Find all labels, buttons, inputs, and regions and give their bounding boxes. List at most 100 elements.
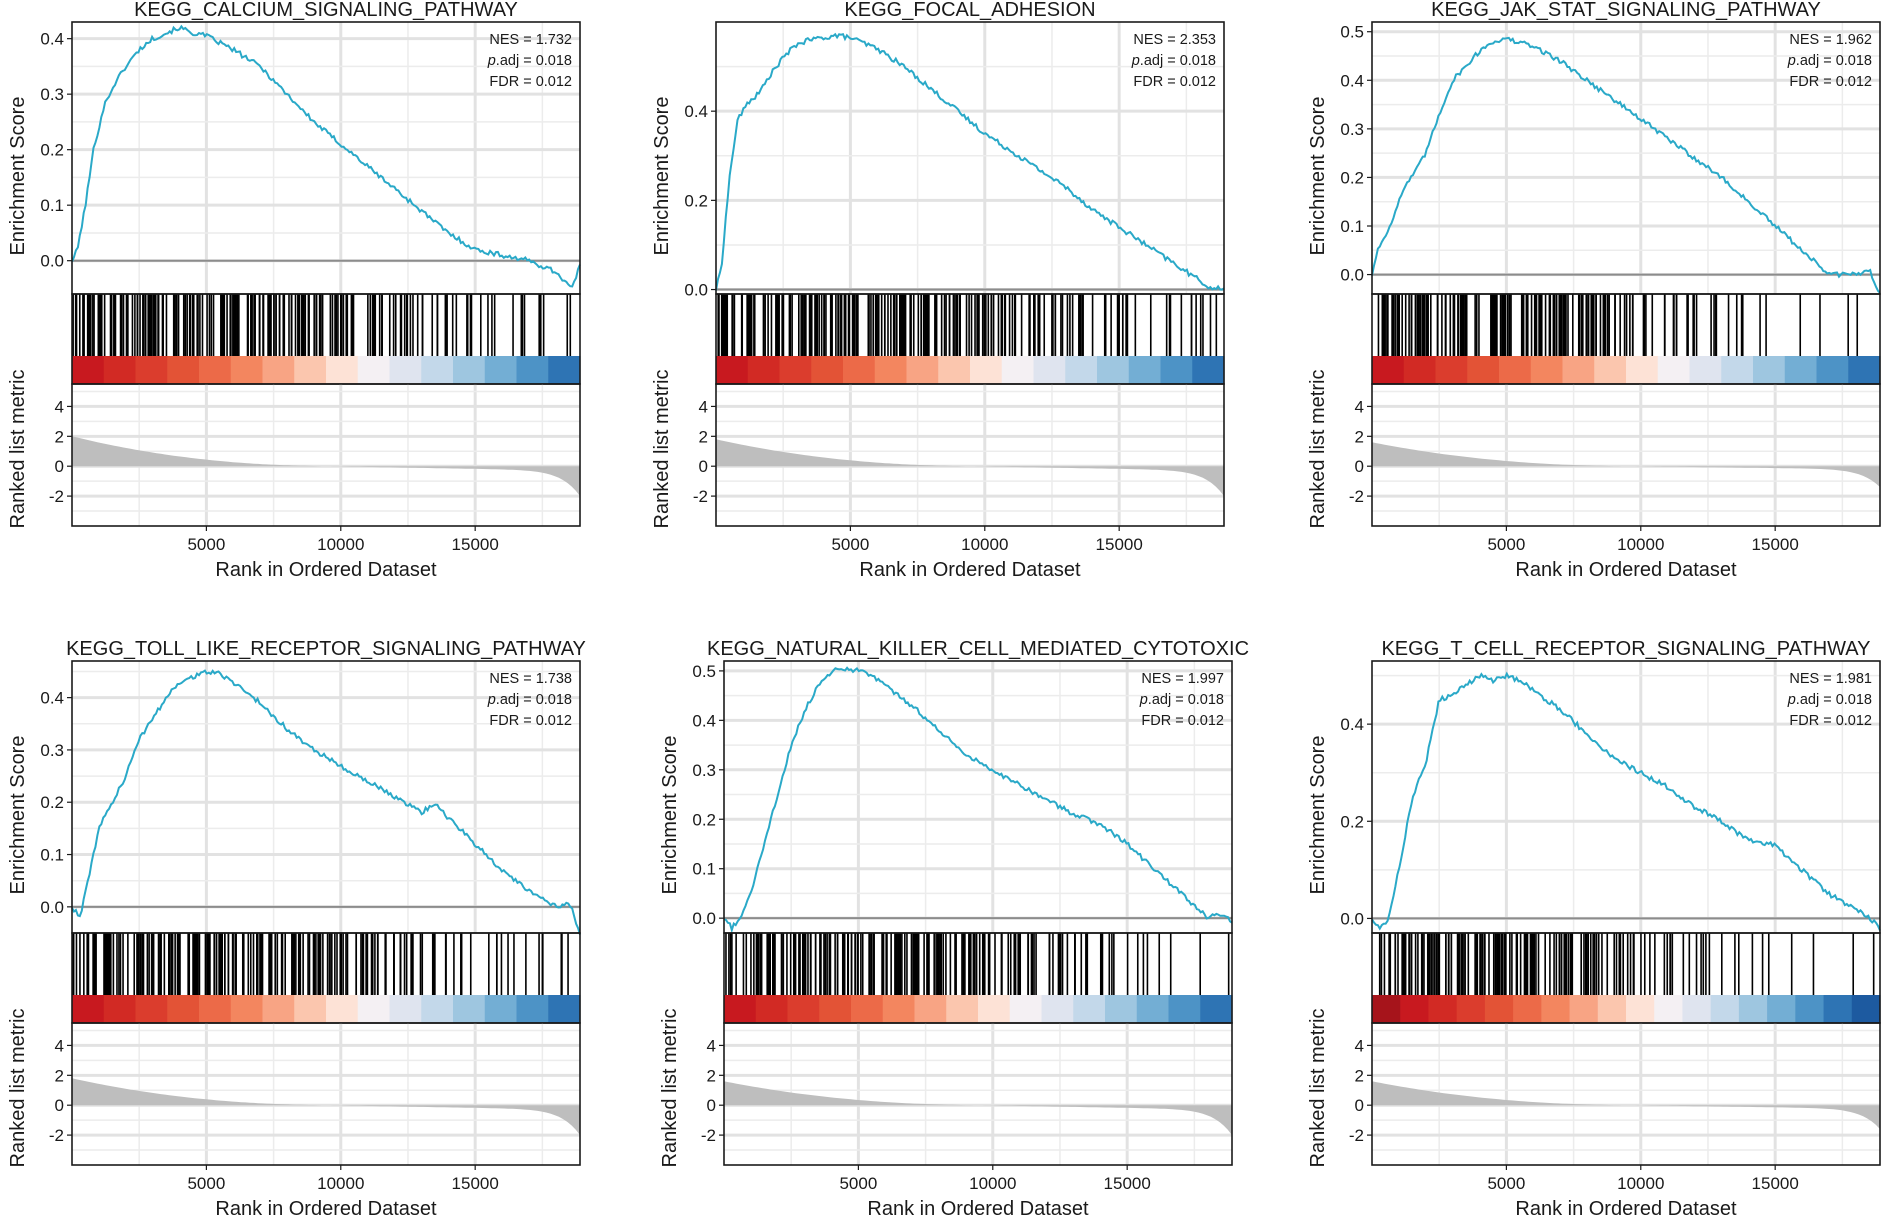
ranked-metric-area: [72, 436, 580, 497]
padj-stat: p.adj = 0.018: [1131, 53, 1216, 69]
es-ytick-label: 0.2: [40, 793, 64, 812]
rank-color-band: [421, 995, 454, 1023]
xtick-label: 15000: [452, 1174, 499, 1193]
nes-stat: NES = 1.981: [1789, 671, 1872, 687]
rank-color-band: [1823, 995, 1853, 1023]
padj-italic-label: p: [487, 53, 496, 69]
rank-color-band: [978, 995, 1011, 1023]
metric-ytick-label: 0: [1355, 1096, 1364, 1115]
padj-value: .adj = 0.018: [1140, 53, 1216, 69]
fdr-stat: FDR = 0.012: [489, 713, 572, 729]
rank-color-band: [548, 356, 581, 384]
rank-color-band: [1001, 356, 1035, 384]
padj-stat: p.adj = 0.018: [487, 692, 572, 708]
xtick-label: 15000: [1752, 535, 1799, 554]
rank-color-band: [1689, 356, 1722, 384]
xtick-label: 5000: [1487, 535, 1525, 554]
padj-value: .adj = 0.018: [1796, 53, 1872, 69]
es-ytick-label: 0.3: [40, 85, 64, 104]
nes-stat: NES = 1.962: [1789, 32, 1872, 48]
rank-color-band: [1721, 356, 1754, 384]
enrichment-score-curve: [715, 32, 1225, 291]
rank-color-band: [135, 995, 168, 1023]
metric-ytick-label: 0: [699, 457, 708, 476]
metric-ytick-label: 2: [707, 1066, 716, 1085]
padj-italic-label: p: [1787, 692, 1796, 708]
metric-ytick-label: -2: [701, 1126, 716, 1145]
fdr-stat: FDR = 0.012: [1789, 74, 1872, 90]
rank-color-band: [199, 356, 232, 384]
xtick-label: 10000: [1617, 535, 1664, 554]
rank-color-band: [716, 356, 749, 384]
es-ytick-label: 0.2: [40, 141, 64, 160]
rank-color-band: [1626, 356, 1659, 384]
metric-ytick-label: 4: [1355, 397, 1364, 416]
rank-color-band: [843, 356, 876, 384]
rank-color-band: [811, 356, 844, 384]
xtick-label: 15000: [1104, 1174, 1151, 1193]
rank-color-band: [1562, 356, 1595, 384]
metric-grid: [1372, 1023, 1880, 1165]
es-ytick-label: 0.4: [1340, 715, 1364, 734]
rank-color-band: [1530, 356, 1564, 384]
es-ylabel: Enrichment Score: [1307, 97, 1329, 256]
gsea-panel-5: KEGG_NATURAL_KILLER_CELL_MEDIATED_CYTOTO…: [659, 638, 1249, 1220]
enrichment-score-curve: [723, 666, 1233, 934]
es-ytick-label: 0.1: [692, 860, 716, 879]
rank-color-band: [747, 356, 781, 384]
enrichment-score-curve: [1371, 671, 1881, 931]
rank-color-band: [484, 995, 518, 1023]
metric-ytick-label: 0: [707, 1096, 716, 1115]
rank-color-band: [1851, 995, 1881, 1023]
rank-color-band: [914, 995, 947, 1023]
es-ylabel: Enrichment Score: [659, 736, 681, 895]
metric-ylabel: Ranked list metric: [659, 1009, 681, 1168]
padj-value: .adj = 0.018: [1148, 692, 1224, 708]
rank-color-band: [1597, 995, 1627, 1023]
metric-grid: [72, 1023, 580, 1165]
es-ytick-label: 0.5: [692, 662, 716, 681]
rank-color-band: [1541, 995, 1571, 1023]
xlabel: Rank in Ordered Dataset: [215, 1198, 437, 1220]
xtick-label: 15000: [1752, 1174, 1799, 1193]
xtick-label: 5000: [187, 535, 225, 554]
xlabel: Rank in Ordered Dataset: [215, 559, 437, 581]
nes-stat: NES = 1.732: [489, 32, 572, 48]
es-ytick-label: 0.4: [1340, 71, 1364, 90]
padj-italic-label: p: [1139, 692, 1148, 708]
rank-color-band: [1456, 995, 1486, 1023]
rank-color-band: [1160, 356, 1193, 384]
fdr-stat: FDR = 0.012: [1133, 74, 1216, 90]
rank-color-band: [516, 995, 549, 1023]
metric-ytick-label: 4: [707, 1036, 716, 1055]
rank-color-band: [1033, 356, 1066, 384]
rank-color-band: [1816, 356, 1849, 384]
rank-color-band: [421, 356, 454, 384]
panel-title: KEGG_FOCAL_ADHESION: [844, 0, 1095, 21]
panel-title: KEGG_CALCIUM_SIGNALING_PATHWAY: [134, 0, 518, 21]
rank-color-band: [1065, 356, 1098, 384]
padj-italic-label: p: [1787, 53, 1796, 69]
rank-color-band: [389, 356, 422, 384]
metric-ytick-label: 4: [1355, 1036, 1364, 1055]
gene-hits: [72, 294, 572, 356]
fdr-stat: FDR = 0.012: [489, 74, 572, 90]
rank-color-band: [1428, 995, 1458, 1023]
padj-stat: p.adj = 0.018: [1787, 53, 1872, 69]
rank-color-band: [1168, 995, 1201, 1023]
es-ytick-label: 0.0: [684, 281, 708, 300]
metric-panel-frame: [715, 383, 1225, 527]
rank-color-band: [1041, 995, 1074, 1023]
xlabel: Rank in Ordered Dataset: [1515, 1198, 1737, 1220]
rank-color-band: [1767, 995, 1796, 1023]
metric-panel-frame: [1371, 383, 1881, 527]
rank-color-band: [1626, 995, 1655, 1023]
panel-title: KEGG_TOLL_LIKE_RECEPTOR_SIGNALING_PATHWA…: [66, 638, 586, 660]
rank-color-band: [1372, 995, 1401, 1023]
es-ytick-label: 0.3: [692, 761, 716, 780]
es-ytick-label: 0.0: [40, 252, 64, 271]
padj-stat: p.adj = 0.018: [487, 53, 572, 69]
xlabel: Rank in Ordered Dataset: [867, 1198, 1089, 1220]
rank-color-band: [1192, 356, 1225, 384]
